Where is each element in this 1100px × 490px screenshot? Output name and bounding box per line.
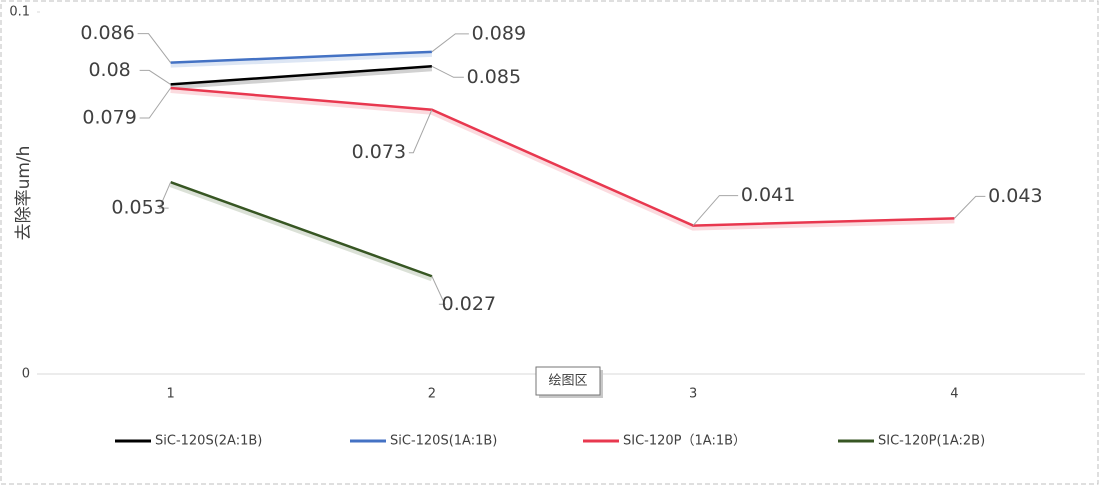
leader-line bbox=[431, 65, 464, 78]
series-shadow bbox=[170, 65, 433, 90]
leader-line bbox=[139, 69, 171, 85]
legend-label: SiC-120S(2A:1B) bbox=[155, 434, 262, 449]
series-line bbox=[170, 180, 433, 278]
series-shadow bbox=[170, 50, 432, 68]
series-line bbox=[170, 65, 432, 86]
data-label: 0.041 bbox=[741, 184, 795, 206]
series-shadow bbox=[170, 87, 955, 231]
x-tick-label: 3 bbox=[689, 387, 697, 402]
y-tick-label: 0.1 bbox=[9, 5, 30, 20]
series-line bbox=[170, 50, 432, 64]
data-label: 0.079 bbox=[82, 107, 136, 129]
data-label: 0.086 bbox=[80, 22, 134, 44]
data-label: 0.027 bbox=[442, 293, 496, 315]
y-tick-label: 0 bbox=[22, 367, 30, 382]
tooltip-box bbox=[535, 366, 601, 396]
leader-line bbox=[408, 109, 433, 154]
data-label: 0.043 bbox=[988, 185, 1042, 207]
x-tick-label: 4 bbox=[950, 387, 958, 402]
leader-line bbox=[692, 195, 739, 226]
legend-label: SIC-120P（1A:1B） bbox=[623, 434, 746, 449]
legend-label: SIC-120P(1A:2B) bbox=[878, 434, 985, 449]
data-label: 0.089 bbox=[472, 22, 526, 44]
leader-line bbox=[158, 181, 172, 209]
leader-line bbox=[431, 33, 469, 53]
series-line bbox=[170, 86, 955, 227]
tooltip-text: 绘图区 bbox=[548, 374, 587, 389]
data-label: 0.073 bbox=[352, 141, 406, 163]
x-tick-label: 1 bbox=[166, 387, 174, 402]
leader-line bbox=[139, 87, 172, 119]
data-label: 0.08 bbox=[88, 59, 130, 81]
y-axis-label: 去除率um/h bbox=[14, 146, 34, 241]
data-label: 0.085 bbox=[467, 66, 521, 88]
series-shadow bbox=[169, 181, 433, 282]
data-label: 0.053 bbox=[111, 197, 165, 219]
leader-line bbox=[954, 195, 986, 219]
leader-line bbox=[137, 33, 172, 63]
x-tick-label: 2 bbox=[428, 387, 436, 402]
leader-line bbox=[431, 276, 446, 305]
legend-label: SiC-120S(1A:1B) bbox=[390, 434, 497, 449]
